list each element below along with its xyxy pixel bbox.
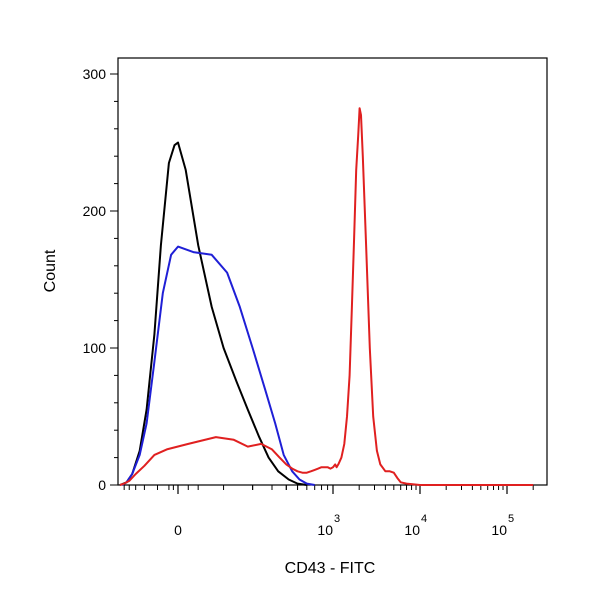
x-tick-exponent: 5 [508, 513, 514, 525]
series-line-1 [119, 141, 307, 486]
x-tick-label: 0 [174, 522, 182, 538]
series-layer [119, 107, 534, 486]
x-tick-label: 10 [404, 522, 420, 538]
x-tick-exponent: 4 [421, 513, 427, 525]
y-axis: 0 100 200 300 [83, 66, 118, 493]
y-tick-label: 200 [83, 203, 107, 219]
y-axis-title: Count [42, 249, 59, 292]
y-tick-label: 0 [98, 477, 106, 493]
series-line-3 [119, 107, 534, 486]
y-tick-label: 100 [83, 340, 107, 356]
x-tick-label: 10 [491, 522, 507, 538]
x-tick-exponent: 3 [334, 513, 340, 525]
x-axis-title: CD43 - FITC [285, 560, 376, 577]
plot-frame [117, 57, 548, 486]
x-tick-label: 10 [317, 522, 333, 538]
y-tick-label: 300 [83, 66, 107, 82]
